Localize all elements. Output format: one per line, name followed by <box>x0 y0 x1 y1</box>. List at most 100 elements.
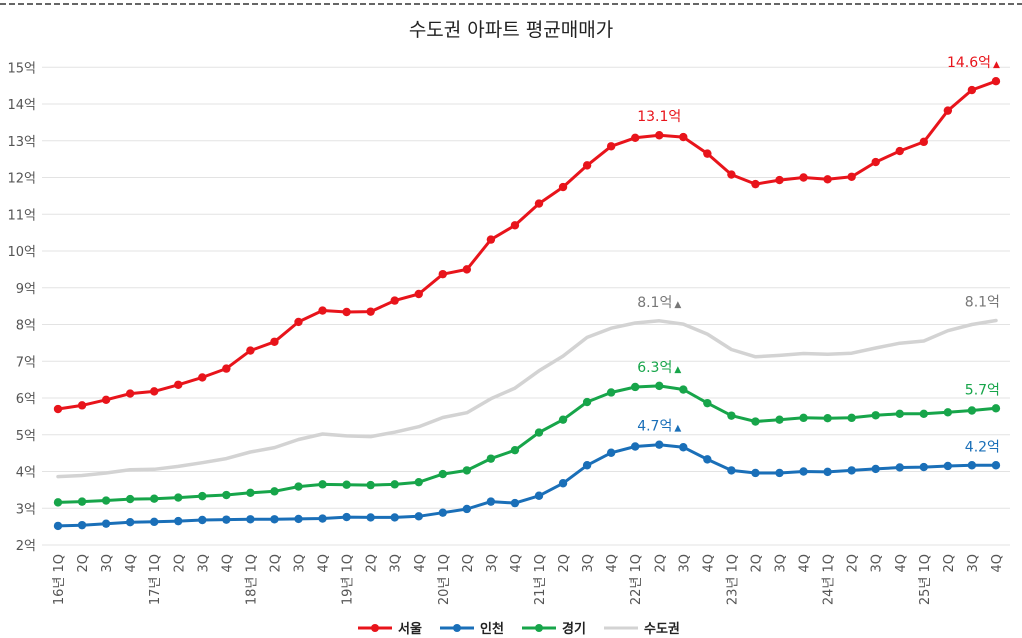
data-annotations: 14.6억 ▲ 13.1억 8.1억 ▲ 8.1억 6.3억 ▲ 5.7억 4.7억 ▲ 4.2억 <box>637 55 1000 455</box>
data-label: 13.1억 <box>637 109 681 125</box>
x-tick-label: 3Q <box>100 554 115 573</box>
y-tick-label: 3억 <box>16 502 36 517</box>
data-point <box>246 346 255 355</box>
data-point <box>847 413 856 423</box>
legend-item-서울: 서울 <box>358 621 422 637</box>
data-point <box>895 409 904 419</box>
series-line <box>56 79 998 411</box>
data-point <box>895 146 904 156</box>
data-point <box>871 411 880 420</box>
data-point <box>198 515 207 525</box>
data-point <box>150 517 159 527</box>
data-point <box>919 137 928 147</box>
y-tick-label: 5억 <box>16 429 36 444</box>
data-point <box>270 487 279 496</box>
data-point <box>486 497 496 506</box>
data-point <box>582 161 592 170</box>
data-point <box>606 388 616 397</box>
x-tick-label: 3Q <box>581 554 596 573</box>
data-point <box>895 463 904 472</box>
data-point <box>751 468 760 478</box>
data-point <box>991 404 1001 413</box>
y-tick-label: 7억 <box>16 355 36 370</box>
data-point <box>582 461 592 470</box>
data-point <box>462 265 472 274</box>
data-point <box>77 401 87 410</box>
x-tick-label: 23년 1Q <box>725 554 740 605</box>
legend-item-수도권: 수도권 <box>604 622 680 637</box>
x-tick-label: 4Q <box>798 554 813 573</box>
x-tick-label: 2Q <box>365 554 380 573</box>
data-point <box>318 306 327 315</box>
data-label: 8.1억 ▲ <box>637 295 681 311</box>
data-point <box>486 454 496 463</box>
data-point <box>606 142 616 151</box>
data-point <box>799 173 808 182</box>
data-point <box>342 512 351 522</box>
data-point <box>558 182 568 192</box>
x-tick-label: 2Q <box>749 554 764 573</box>
data-label: 8.1억 <box>965 294 1000 310</box>
x-tick-label: 4Q <box>220 554 235 573</box>
x-tick-label: 3Q <box>870 554 885 573</box>
legend-label: 경기 <box>562 621 586 637</box>
data-point <box>823 467 832 477</box>
data-point <box>799 413 808 423</box>
data-point <box>366 480 375 490</box>
x-tick-label: 4Q <box>413 554 428 573</box>
data-point <box>77 520 87 530</box>
gridlines <box>42 66 1010 546</box>
data-point <box>390 296 399 305</box>
data-point <box>390 480 399 489</box>
data-point <box>727 170 736 179</box>
y-axis-tick-labels: 2억 3억 4억 5억 6억 7억 8억 9억 10억 11억 12억 13억 14억 15억 <box>7 61 36 554</box>
data-point <box>510 445 520 455</box>
data-point <box>77 497 87 506</box>
legend-item-경기: 경기 <box>522 621 586 637</box>
y-tick-label: 10억 <box>7 245 36 260</box>
data-point <box>606 448 616 457</box>
data-point <box>631 382 640 392</box>
y-tick-label: 9억 <box>16 282 36 297</box>
data-point <box>125 518 135 527</box>
data-point <box>631 442 640 451</box>
x-tick-label: 2Q <box>172 554 187 573</box>
data-point <box>150 387 159 396</box>
y-tick-label: 14억 <box>7 98 36 113</box>
data-point <box>246 515 255 524</box>
y-tick-label: 4억 <box>16 466 36 481</box>
data-point <box>53 404 63 414</box>
legend-label: 인천 <box>480 621 504 637</box>
data-point <box>967 406 977 415</box>
data-point <box>919 462 928 472</box>
up-triangle-icon: ▲ <box>674 300 681 310</box>
data-point <box>510 221 520 230</box>
series-인천 <box>53 440 1001 531</box>
data-point <box>679 385 688 394</box>
data-point <box>847 466 856 475</box>
legend: 서울 인천 경기 수도권 <box>358 621 680 637</box>
data-point <box>703 455 712 464</box>
data-point <box>125 494 135 504</box>
data-point <box>943 408 953 417</box>
data-point <box>823 414 832 423</box>
data-point <box>294 482 303 491</box>
data-point <box>414 477 423 487</box>
x-tick-label: 2Q <box>653 554 668 573</box>
y-tick-label: 6억 <box>16 392 36 407</box>
data-point <box>534 491 544 500</box>
data-point <box>727 466 736 475</box>
x-tick-label: 21년 1Q <box>533 554 548 605</box>
data-point <box>294 514 303 524</box>
chart-title: 수도권 아파트 평균매매가 <box>409 19 613 41</box>
data-point <box>534 428 544 437</box>
x-tick-label: 4Q <box>509 554 524 573</box>
data-point <box>53 521 63 531</box>
x-tick-label: 3Q <box>389 554 404 573</box>
x-tick-label: 4Q <box>605 554 620 573</box>
data-point <box>53 498 63 507</box>
data-point <box>871 464 880 474</box>
x-tick-label: 18년 1Q <box>244 554 259 605</box>
data-point <box>655 381 664 391</box>
data-point <box>991 461 1001 470</box>
